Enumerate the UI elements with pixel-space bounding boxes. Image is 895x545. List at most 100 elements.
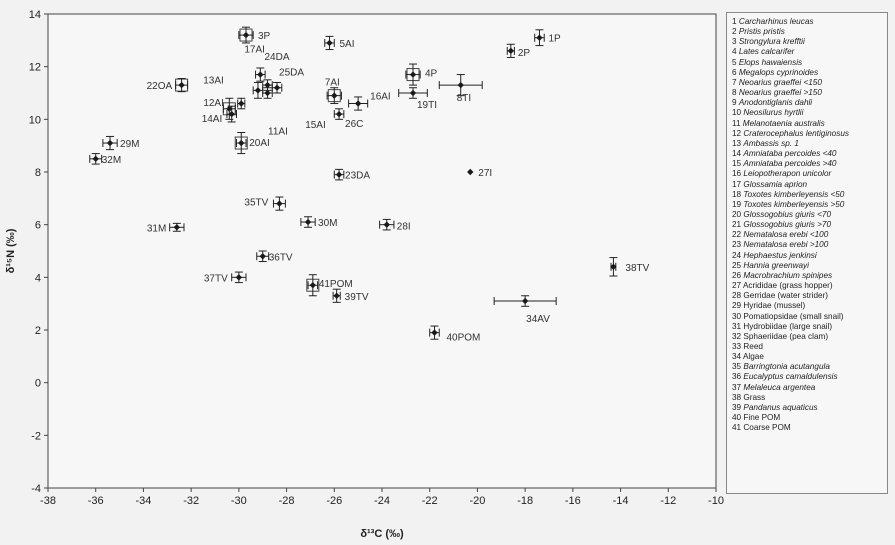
legend-number: 40 [732,413,742,423]
legend-name: Toxotes kimberleyensis >50 [743,199,845,209]
legend-name: Anodontiglanis dahli [738,98,813,108]
legend-name: Hephaestus jenkinsi [743,250,817,260]
point-label: 37TV [204,273,228,284]
legend-number: 13 [732,138,742,148]
data-point: 7AI [325,78,342,105]
legend-item: 29 Hyridae (mussel) [732,301,883,311]
legend-name: Elops hawaiensis [738,57,803,67]
legend-number: 16 [732,169,742,179]
point-marker [335,110,343,118]
x-tick-label: -28 [279,495,295,507]
data-point: 24DA [262,52,290,91]
point-marker [467,168,474,176]
x-tick-label: -16 [565,495,581,507]
point-marker [335,171,343,178]
legend-item: 26 Macrobrachium spinipes [732,271,883,281]
x-tick-label: -34 [135,495,151,507]
data-point: 11AI [252,81,288,137]
legend-number: 34 [732,352,742,362]
point-marker [264,81,271,89]
legend-number: 29 [732,301,742,311]
legend-number: 19 [732,199,742,209]
legend-item: 27 Acrididae (grass hopper) [732,281,883,291]
legend-item: 34 Algae [732,352,883,362]
legend-item: 25 Hannia greenwayi [732,261,883,271]
point-label: 29M [120,139,139,150]
legend-name: Fine POM [743,413,781,423]
legend-item: 28 Gerridae (water strider) [732,291,883,301]
point-marker [536,34,543,41]
legend-name: Nematalosa erebi <100 [743,230,829,240]
point-marker [242,31,250,39]
data-point: 29M [102,135,139,151]
y-tick-label: 14 [29,9,41,21]
data-point: 22OA [147,78,189,93]
legend-name: Pomatiopsidae (small snail) [743,311,844,321]
data-point: 38TV [609,257,650,277]
point-label: 23DA [345,171,370,182]
legend-number: 2 [732,27,737,37]
point-label: 26C [345,119,363,130]
point-marker [326,39,333,47]
point-label: 5AI [340,39,355,50]
y-tick-label: 10 [29,114,41,126]
point-marker [409,89,417,97]
legend-name: Barringtonia acutangula [743,362,830,372]
x-tick-label: -22 [422,495,438,507]
legend-item: 32 Sphaeriidae (pea clam) [732,332,883,342]
data-point: 20AI [234,132,270,155]
legend-number: 14 [732,149,742,159]
point-marker [92,155,99,163]
point-label: 39TV [345,292,369,303]
legend-number: 35 [732,362,742,372]
data-point: 36TV [256,250,293,263]
legend-item: 17 Glossamia aprion [732,180,883,190]
point-label: 11AI [268,126,288,137]
legend-number: 20 [732,209,742,219]
point-marker [226,105,233,112]
point-marker [238,139,245,147]
legend-number: 5 [732,57,737,67]
x-tick-label: -30 [231,495,247,507]
legend-name: Algae [742,352,764,362]
legend-name: Sphaeriidae (pea clam) [743,331,829,341]
point-marker [457,81,464,89]
point-marker [259,253,266,260]
legend-item: 3 Strongylura krefftii [732,37,883,47]
legend-item: 21 Glossogobius giuris >70 [732,220,883,230]
y-tick-label: 2 [35,325,41,337]
point-label: 13AI [203,76,224,87]
legend-number: 7 [732,77,737,87]
point-marker [238,100,245,107]
legend-item: 16 Leiopotherapon unicolor [732,169,883,179]
legend-name: Carcharhinus leucas [738,17,814,26]
data-point: 4P [405,63,438,86]
point-label: 25DA [279,68,304,79]
legend-name: Eucalyptus camaldulensis [743,372,838,382]
data-point: 30M [300,216,337,229]
legend-name: Amniataba percoides <40 [743,149,837,159]
point-label: 38TV [625,263,649,274]
x-tick-label: -18 [517,495,533,507]
legend-item: 14 Amniataba percoides <40 [732,149,883,159]
point-marker [235,274,243,281]
point-marker [276,200,283,207]
point-label: 41POM [319,279,353,290]
legend-item: 37 Melaleuca argentea [732,383,883,393]
point-label: 22OA [147,81,173,92]
legend-name: Hannia greenwayi [743,260,809,270]
data-point: 37TV [204,271,247,284]
legend-name: Coarse POM [743,423,791,433]
point-label: 27I [478,168,492,179]
legend-item: 4 Lates calcarifer [732,47,883,57]
point-label: 28I [397,222,411,233]
legend-name: Strongylura krefftii [738,37,805,47]
legend-name: Neosilurus hyrtlii [743,108,804,118]
x-tick-label: -26 [326,495,342,507]
legend-item: 13 Ambassis sp. 1 [732,139,883,149]
point-label: 24DA [264,52,289,63]
legend-name: Amniataba percoides >40 [743,159,837,169]
point-marker [354,100,362,107]
y-tick-label: 0 [35,378,41,390]
